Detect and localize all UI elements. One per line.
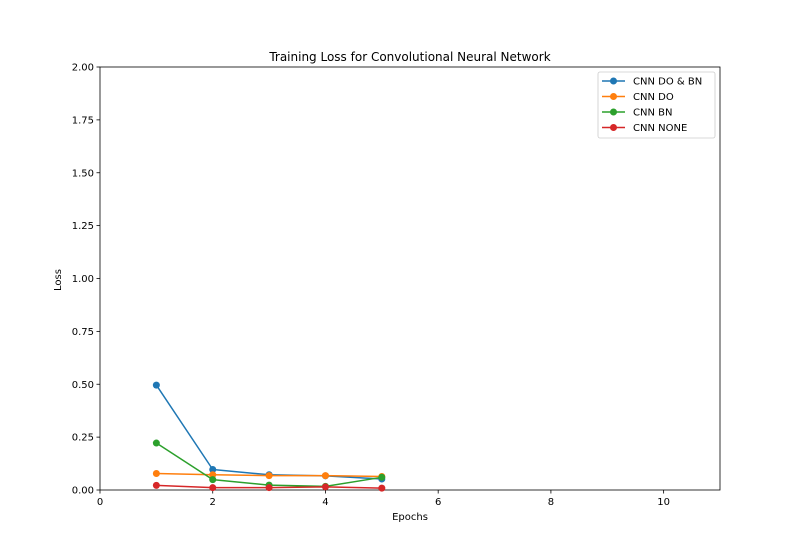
legend: CNN DO & BN CNN DO CNN BN CNN NONE	[597, 71, 716, 139]
legend-marker	[610, 124, 617, 131]
x-axis-label: Epochs	[392, 512, 428, 523]
data-point	[209, 471, 217, 479]
data-point	[209, 476, 217, 484]
data-point	[209, 465, 217, 473]
legend-marker	[610, 77, 617, 85]
x-tick-label: 2	[210, 497, 216, 508]
data-point	[321, 483, 329, 491]
data-point	[321, 472, 329, 480]
y-tick-label: 0.25	[72, 433, 94, 444]
x-tick-label: 8	[548, 497, 554, 508]
legend-label: CNN DO & BN	[633, 77, 702, 88]
y-tick-label: 0.50	[72, 380, 94, 391]
x-tick-label: 10	[657, 497, 670, 508]
y-tick-label: 1.25	[72, 221, 94, 232]
legend-marker	[610, 93, 617, 100]
series-line	[155, 442, 382, 488]
data-point	[378, 484, 386, 492]
y-axis-label: Loss	[53, 269, 64, 291]
legend-label: CNN NONE	[633, 123, 687, 134]
x-tick-label: 6	[435, 497, 441, 508]
data-point	[152, 470, 160, 478]
data-point	[152, 439, 160, 447]
y-tick-label: 1.75	[72, 115, 94, 126]
data-point	[265, 472, 273, 480]
data-point	[152, 481, 160, 489]
legend-label: CNN BN	[633, 108, 672, 119]
data-point	[152, 381, 160, 389]
x-tick-label: 0	[97, 497, 103, 508]
plot-area: 0 2 4 6 8 10 0.00 0.25 0.50 0.75 1.00 1.25 1.50 1.75 2…	[72, 63, 721, 508]
y-tick-label: 0.75	[72, 327, 94, 338]
y-tick-label: 1.50	[72, 168, 94, 179]
legend-marker	[610, 108, 617, 116]
data-point	[265, 484, 273, 492]
data-point	[378, 473, 386, 481]
y-tick-label: 0.00	[72, 486, 94, 497]
y-tick-label: 2.00	[72, 63, 94, 74]
legend-box	[597, 71, 716, 139]
x-tick-label: 4	[322, 497, 328, 508]
y-tick-label: 1.00	[72, 274, 94, 285]
data-point	[209, 484, 217, 492]
legend-label: CNN DO	[633, 92, 674, 103]
chart-title: Training Loss for Convolutional Neural N…	[268, 50, 550, 64]
